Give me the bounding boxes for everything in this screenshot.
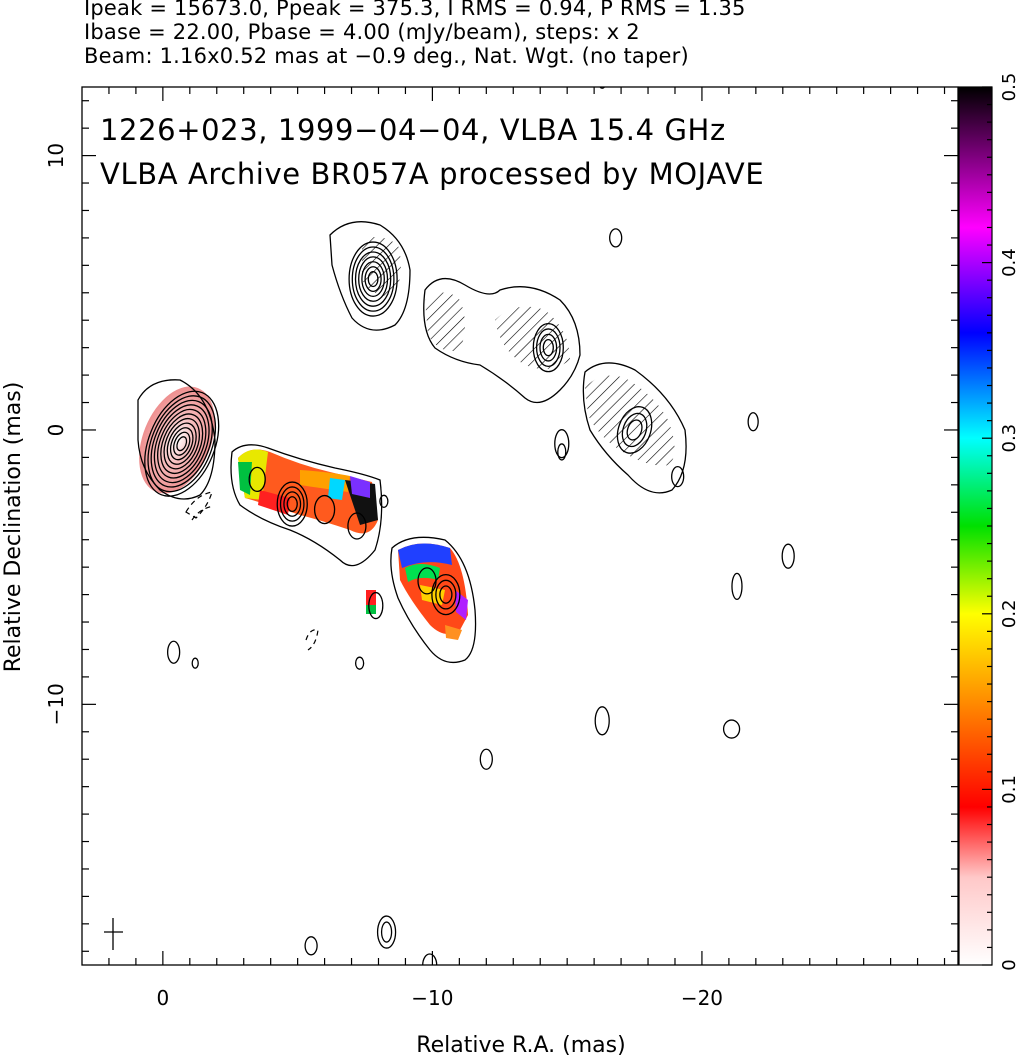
colorbar-tick-label: 0.2 (999, 599, 1020, 628)
contour-ring-5-1 (621, 412, 648, 448)
colorbar-labels: 0 0.1 0.2 0.3 0.4 0.5 (999, 73, 1020, 971)
contour-ring-3-1 (435, 579, 457, 610)
contour-ring-5-0 (616, 406, 653, 454)
core-component (139, 386, 215, 494)
contour-ring-0-0 (144, 390, 220, 497)
noise-island-13 (368, 591, 384, 620)
colorbar-ticks (982, 86, 992, 966)
contour-ring-4-2 (539, 333, 558, 362)
y-tick-label: 0 (44, 424, 68, 437)
colorbar-tick-label: 0.1 (999, 775, 1020, 804)
x-axis-title: Relative R.A. (mas) (416, 1033, 625, 1058)
contour-ring-1-3 (358, 256, 389, 302)
x-tick-label: −10 (411, 986, 453, 1010)
contour-ring-4-1 (535, 328, 561, 368)
noise-island-2 (554, 429, 570, 459)
contour-ring-1-2 (354, 251, 392, 307)
contour-ring-2-1 (279, 486, 305, 522)
contour-ring-0-5 (160, 413, 204, 475)
contour-ring-0-8 (169, 427, 194, 461)
noise-island-3 (557, 443, 567, 461)
caption-line-2: VLBA Archive BR057A processed by MOJAVE (100, 157, 764, 191)
contour-ring-3-0 (431, 573, 461, 616)
header-line-1: Ipeak = 15673.0, Ppeak = 375.3, I RMS = … (84, 0, 746, 20)
noise-island-17 (422, 953, 438, 965)
noise-island-5 (781, 543, 795, 569)
noise-island-10 (166, 640, 181, 664)
colorbar-tick-label: 0.3 (999, 424, 1020, 453)
colorbar: 0 0.1 0.2 0.3 0.4 0.5 (958, 73, 1020, 971)
contour-ring-0-9 (173, 431, 191, 456)
noise-island-6 (731, 572, 743, 601)
noise-island-11 (191, 657, 199, 669)
jet-ring-0 (313, 494, 336, 525)
x-tick-label: 0 (156, 986, 169, 1010)
contour-ring-1-4 (361, 261, 385, 298)
caption-line-1: 1226+023, 1999−04−04, VLBA 15.4 GHz (100, 113, 726, 147)
noise-island-19 (379, 494, 389, 508)
noise-island-0 (609, 228, 623, 248)
contour-ring-2-0 (276, 481, 308, 527)
noise-island-1 (747, 412, 759, 432)
contour-ring-4-0 (532, 323, 564, 373)
contour-ring-5-2 (626, 419, 643, 441)
contour-ring-0-6 (163, 417, 201, 470)
jet-ring-2 (248, 466, 266, 493)
noise-island-7 (594, 706, 610, 736)
polarization-color-layer (238, 449, 468, 640)
noise-island-18 (599, 87, 606, 89)
beam-marker (104, 918, 123, 950)
contour-ring-4-3 (542, 339, 554, 357)
noise-islands (166, 87, 795, 965)
contour-ring-2-2 (283, 491, 302, 517)
noise-island-9 (479, 748, 493, 770)
outer-contours (137, 221, 687, 664)
y-tick-label: 10 (44, 143, 68, 168)
colorbar-tick-label: 0.4 (999, 248, 1020, 277)
jet-ring-1 (347, 512, 367, 540)
noise-island-16 (304, 936, 318, 956)
header-line-3: Beam: 1.16x0.52 mas at −0.9 deg., Nat. W… (84, 44, 689, 68)
x-tick-labels: 0 −10 −20 (156, 986, 723, 1010)
contour-ring-0-3 (153, 404, 210, 484)
contour-ring-1-6 (367, 271, 379, 288)
contour-ring-1-5 (364, 266, 382, 293)
contour-layer (144, 241, 653, 616)
contour-ring-0-2 (150, 399, 213, 488)
colorbar-tick-label: 0 (999, 959, 1020, 970)
y-tick-label: −10 (44, 683, 68, 725)
map-content (82, 87, 958, 965)
y-axis-title: Relative Declination (mas) (1, 382, 26, 673)
plot-frame (81, 86, 959, 966)
colorbar-bar (958, 86, 993, 966)
contour-ring-3-2 (439, 585, 453, 604)
contour-ring-1-0 (348, 241, 398, 317)
x-tick-label: −20 (681, 986, 723, 1010)
contour-ring-0-4 (157, 408, 207, 479)
negative-contours (185, 491, 319, 651)
axis-ticks (82, 87, 958, 965)
noise-island-12 (354, 656, 365, 670)
contour-ring-0-10 (176, 436, 188, 452)
noise-island-14 (376, 915, 397, 949)
noise-island-4 (671, 465, 685, 488)
colorbar-tick-label: 0.5 (999, 73, 1020, 102)
noise-island-8 (722, 719, 741, 739)
noise-island-15 (380, 921, 393, 943)
contour-ring-1-1 (351, 246, 395, 312)
contour-ring-2-3 (286, 496, 298, 513)
jet-ring-3 (417, 567, 437, 595)
y-tick-labels: 10 0 −10 (44, 143, 68, 726)
contour-ring-0-7 (166, 422, 197, 465)
header-line-2: Ibase = 22.00, Pbase = 4.00 (mJy/beam), … (84, 20, 640, 44)
